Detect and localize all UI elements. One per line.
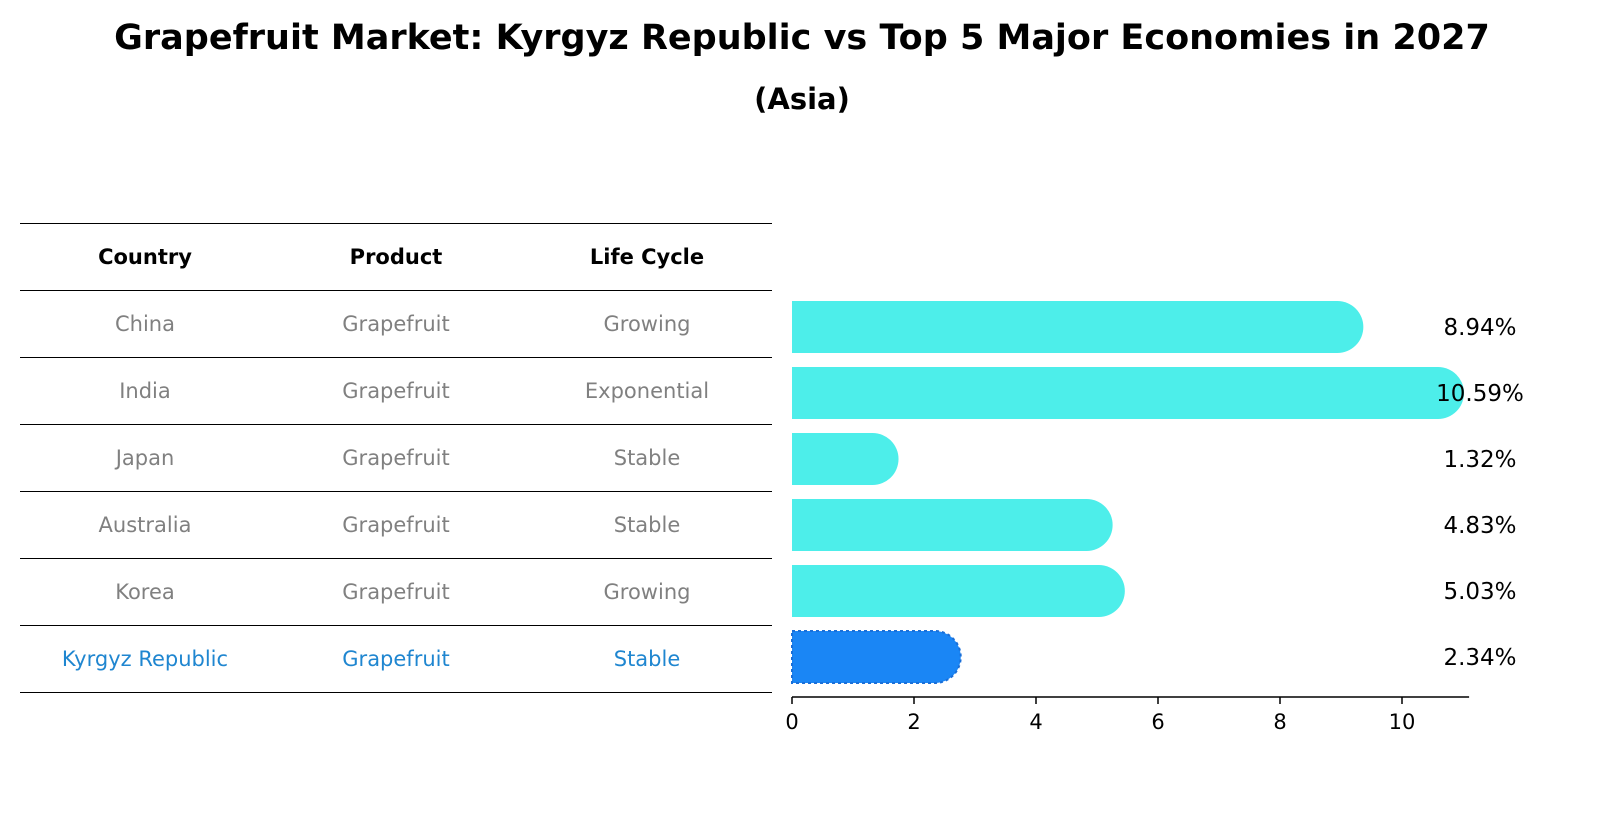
header-country: Country [98,245,192,269]
value-label: 10.59% [1436,381,1524,407]
table-row: Japan Grapefruit Stable [20,425,772,492]
product-cell: Grapefruit [342,312,450,336]
value-label: 8.94% [1443,315,1516,341]
table-row: Australia Grapefruit Stable [20,492,772,559]
value-label: 4.83% [1443,513,1516,539]
life-cycle-cell: Growing [603,312,691,336]
country-cell: China [115,312,175,336]
life-cycle-cell: Exponential [584,379,710,403]
bar-korea [792,565,1125,617]
table-row: China Grapefruit Growing [20,291,772,358]
life-cycle-cell: Stable [613,647,681,671]
product-cell: Grapefruit [342,647,450,671]
bar-japan [792,433,899,485]
country-cell: Australia [98,513,192,537]
product-cell: Grapefruit [342,379,450,403]
country-cell: India [119,379,171,403]
table-header-row: Country Product Life Cycle [20,224,772,291]
country-cell: Japan [115,446,175,470]
data-table: Country Product Life Cycle China Grapefr… [20,223,772,693]
product-cell: Grapefruit [342,446,450,470]
table-row: India Grapefruit Exponential [20,358,772,425]
x-tick-label: 2 [907,710,920,734]
table-row: Korea Grapefruit Growing [20,559,772,626]
chart-title: Grapefruit Market: Kyrgyz Republic vs To… [114,18,1490,58]
x-tick-label: 10 [1389,710,1416,734]
x-tick-label: 6 [1151,710,1164,734]
value-label: 5.03% [1443,579,1516,605]
x-tick-label: 4 [1029,710,1042,734]
x-tick-label: 8 [1273,710,1286,734]
table-row-highlighted: Kyrgyz Republic Grapefruit Stable [20,626,772,693]
value-label: 2.34% [1443,645,1516,671]
value-label: 1.32% [1443,447,1516,473]
bar-australia [792,499,1113,551]
bar-india [792,367,1464,419]
x-tick-label: 0 [785,710,798,734]
country-cell: Kyrgyz Republic [61,647,229,671]
product-cell: Grapefruit [342,513,450,537]
header-life-cycle: Life Cycle [589,245,705,269]
life-cycle-cell: Stable [613,446,681,470]
chart-subtitle: (Asia) [754,82,850,116]
life-cycle-cell: Growing [603,580,691,604]
header-product: Product [349,245,443,269]
life-cycle-cell: Stable [613,513,681,537]
bar-china [792,301,1364,353]
bar-kyrgyz-republic [791,630,962,684]
product-cell: Grapefruit [342,580,450,604]
country-cell: Korea [115,580,175,604]
